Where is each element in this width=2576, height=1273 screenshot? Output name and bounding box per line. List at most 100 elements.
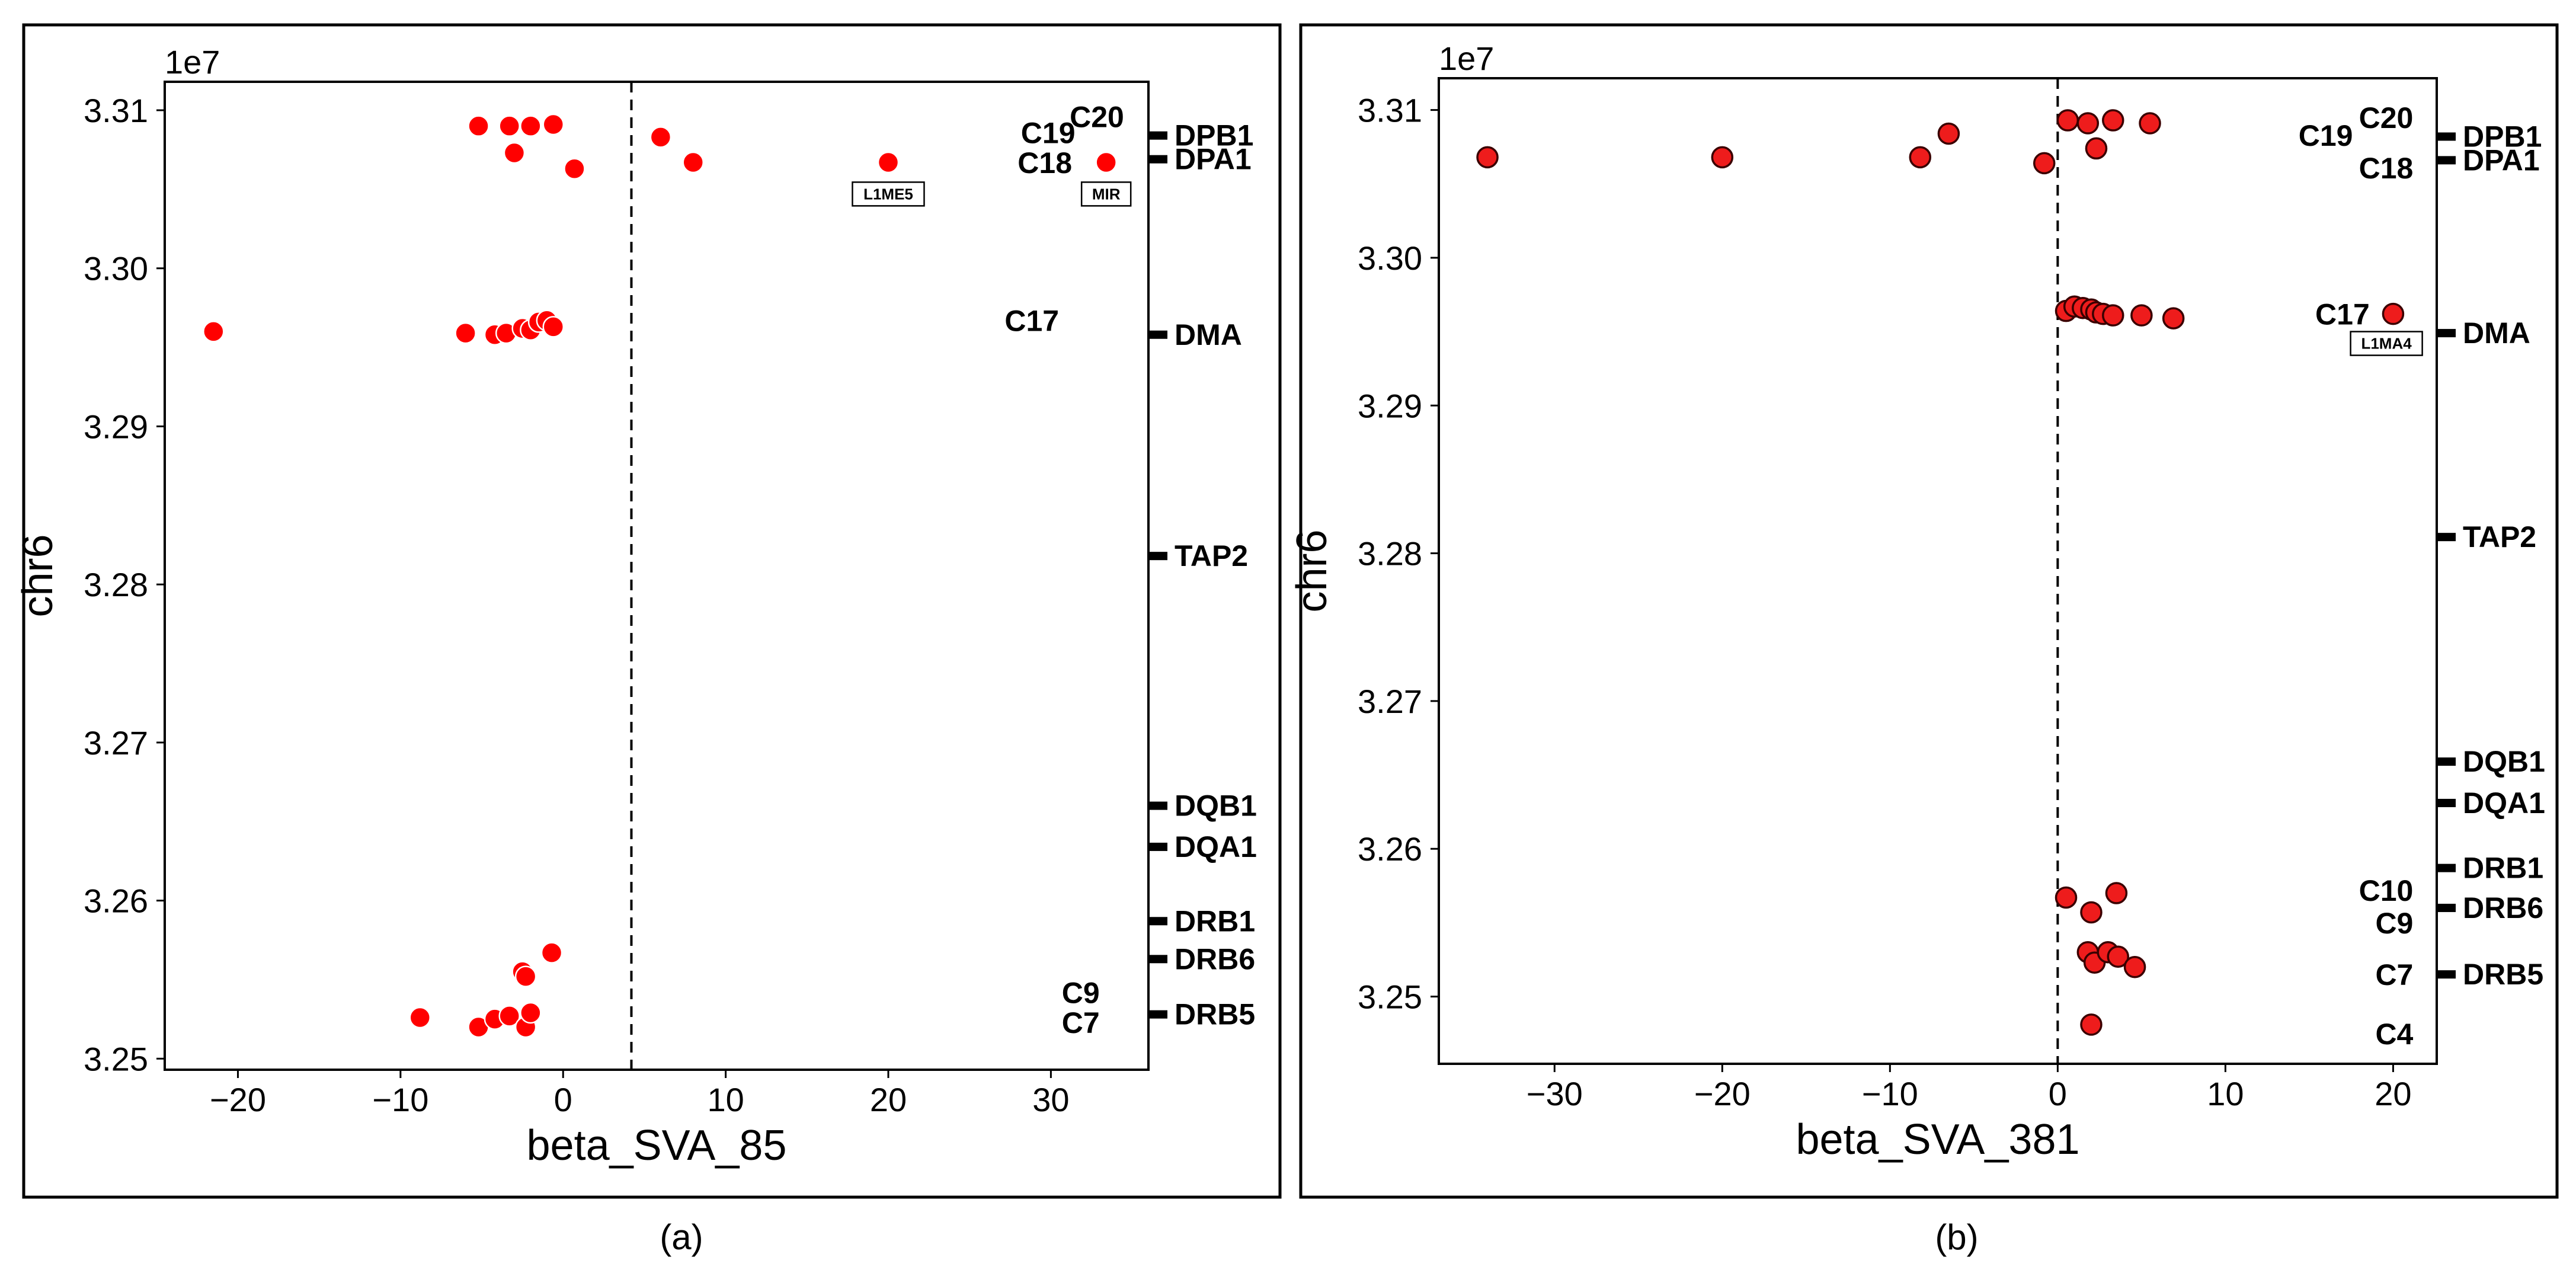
panel-a-x-tick-label: 20 bbox=[870, 1081, 907, 1118]
panel-a-gene-label: DQA1 bbox=[1175, 830, 1257, 863]
panel-b-gene-marker bbox=[2438, 132, 2456, 141]
panel-b-annotation-box bbox=[2350, 331, 2423, 356]
panel-a-annotation-text: MIR bbox=[1092, 185, 1121, 203]
panel-a-data-point bbox=[542, 113, 565, 136]
panel-b-x-tick-label: 10 bbox=[2207, 1075, 2244, 1112]
panel-a-data-point bbox=[649, 126, 672, 148]
panel-a-cluster-label: C18 bbox=[1017, 146, 1072, 180]
panel-b-gene-marker bbox=[2438, 156, 2456, 165]
panel-a-x-tick-label: 10 bbox=[707, 1081, 744, 1118]
panel-b-cluster-label: C20 bbox=[2359, 101, 2414, 135]
panel-a-gene-marker bbox=[1150, 801, 1167, 810]
panel-a-y-tick-label: 3.26 bbox=[84, 882, 148, 920]
panel-b-gene-label: DQA1 bbox=[2463, 786, 2545, 820]
panel-a-cluster-label: C7 bbox=[1062, 1006, 1100, 1039]
panel-b-cluster-label: C9 bbox=[2375, 907, 2413, 940]
panel-b-data-point bbox=[2130, 304, 2153, 327]
panel-a-annotation-box bbox=[852, 181, 925, 207]
panel-a-x-axis-title: beta_SVA_85 bbox=[526, 1122, 786, 1169]
panel-a-data-point bbox=[520, 115, 542, 137]
panel-b-gene-marker bbox=[2438, 757, 2456, 766]
panel-b-data-point bbox=[2107, 945, 2130, 968]
panel-b-cluster-label: C7 bbox=[2375, 958, 2413, 991]
panel-b-data-point bbox=[2139, 112, 2161, 135]
panel-b-x-tick-label: −30 bbox=[1527, 1075, 1583, 1112]
panel-b-data-point bbox=[2055, 886, 2078, 909]
panel-b-data-point bbox=[1476, 146, 1499, 169]
panel-a-x-tick-label: −10 bbox=[372, 1081, 428, 1118]
panel-a-annotation-box bbox=[1080, 181, 1132, 207]
panel-b-data-point bbox=[2080, 1013, 2103, 1036]
panel-a-data-point bbox=[203, 321, 225, 343]
panel-a-y-axis-title: chr6 bbox=[14, 534, 62, 617]
panel-b-gene-marker bbox=[2438, 970, 2456, 979]
panel-b-data-point bbox=[1711, 146, 1734, 169]
panel-b-y-tick-label: 3.26 bbox=[1358, 830, 1422, 868]
panel-a-data-point bbox=[564, 158, 585, 180]
panel-a-y-tick-label: 3.28 bbox=[84, 566, 148, 603]
panel-b-y-tick-label: 3.27 bbox=[1358, 683, 1422, 720]
panel-b-gene-label: DPB1 bbox=[2463, 120, 2542, 153]
panel-a-gene-marker bbox=[1150, 155, 1167, 164]
panel-a-gene-marker bbox=[1150, 842, 1167, 851]
panel-b-x-tick-label: −10 bbox=[1862, 1075, 1918, 1112]
panel-b-data-point bbox=[2033, 152, 2056, 175]
panel-a-x-tick-label: −20 bbox=[210, 1081, 266, 1118]
panel-b-cluster-label: C17 bbox=[2315, 298, 2370, 331]
panel-b-data-point bbox=[2102, 304, 2124, 327]
panel-b-gene-marker bbox=[2438, 798, 2456, 807]
panel-b-y-tick-label: 3.25 bbox=[1358, 978, 1422, 1016]
panel-b-y-tick-label: 3.29 bbox=[1358, 387, 1422, 424]
panel-a-data-point bbox=[542, 316, 565, 338]
panel-b-caption: (b) bbox=[1935, 1217, 1978, 1257]
panel-a-data-point bbox=[520, 1002, 542, 1024]
panel-a-data-point bbox=[514, 965, 537, 987]
panel-b-cluster-label: C19 bbox=[2299, 119, 2353, 152]
panel-b-data-point bbox=[2085, 137, 2108, 160]
panel-a-gene-label: DMA bbox=[1175, 318, 1242, 351]
panel-a-gene-label: DRB1 bbox=[1175, 904, 1255, 938]
panel-b-cluster-label: C4 bbox=[2375, 1018, 2413, 1051]
panel-b-data-point bbox=[2080, 901, 2103, 924]
panel-b-gene-marker bbox=[2438, 863, 2456, 872]
panel-a-gene-marker bbox=[1150, 955, 1167, 964]
panel-a-chart: −20 −10 0 10 20 30 3.25 3.26 3.27 3.28 3.29 3.30 3.3… bbox=[14, 43, 1257, 1169]
panel-a-gene-label: DQB1 bbox=[1175, 789, 1257, 823]
panel-b-x-tick-label: 0 bbox=[2049, 1075, 2067, 1112]
panel-b-gene-label: DRB6 bbox=[2463, 891, 2543, 925]
panel-a-gene-marker bbox=[1150, 917, 1167, 926]
panel-a-y-tick-label: 3.29 bbox=[84, 408, 148, 445]
panel-a-y-tick-label: 3.25 bbox=[84, 1040, 148, 1077]
panel-b-gene-marker bbox=[2438, 533, 2456, 542]
panel-b-gene-label: DQB1 bbox=[2463, 745, 2545, 778]
panel-b-x-tick-label: −20 bbox=[1694, 1075, 1751, 1112]
panel-a-frame bbox=[22, 23, 1282, 1199]
panel-b-y-tick-label: 3.28 bbox=[1358, 535, 1422, 572]
panel-b-y-multiplier: 1e7 bbox=[1439, 40, 1494, 77]
panel-b-data-point bbox=[2076, 112, 2100, 135]
panel-a-gene-marker bbox=[1150, 330, 1167, 339]
panel-a-cluster-label: C20 bbox=[1070, 101, 1124, 134]
panel-a-gene-label: DPA1 bbox=[1175, 143, 1252, 176]
panel-b-x-axis-title: beta_SVA_381 bbox=[1796, 1116, 2079, 1163]
panel-a-y-tick-label: 3.31 bbox=[84, 92, 148, 129]
panel-b-chart: −30 −20 −10 0 10 20 3.25 3.26 3.27 3.28 3.29 3.30 3.… bbox=[1288, 40, 2545, 1163]
panel-b-gene-label: DRB5 bbox=[2463, 958, 2543, 991]
panel-a-x-tick-label: 0 bbox=[554, 1081, 572, 1118]
panel-b-data-point bbox=[2102, 109, 2124, 132]
panel-b-data-point bbox=[2105, 882, 2128, 904]
panel-b-gene-label: DRB1 bbox=[2463, 852, 2543, 885]
panel-b-gene-label: DMA bbox=[2463, 316, 2530, 350]
panel-b-y-axis-title: chr6 bbox=[1288, 529, 1336, 612]
panel-b-cluster-label: C10 bbox=[2359, 874, 2414, 907]
panel-a-data-point bbox=[498, 115, 520, 137]
panel-b-y-tick-label: 3.31 bbox=[1358, 92, 1422, 129]
panel-a-cluster-label: C17 bbox=[1004, 305, 1059, 338]
panel-a-data-point bbox=[409, 1006, 431, 1029]
panel-a-cluster-label: C9 bbox=[1062, 976, 1100, 1009]
panel-a-data-point bbox=[1095, 151, 1117, 174]
panel-b-data-point bbox=[2123, 955, 2146, 978]
panel-b-annotation-text: L1MA4 bbox=[2361, 335, 2412, 353]
panel-b-gene-marker bbox=[2438, 329, 2456, 338]
